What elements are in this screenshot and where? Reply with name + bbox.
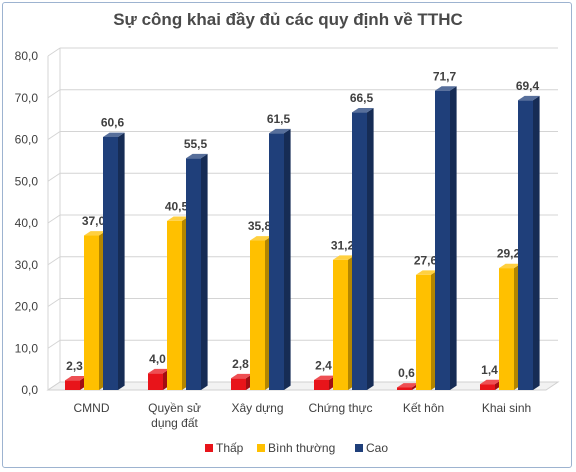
bar-top xyxy=(416,270,438,275)
y-tick-label: 30,0 xyxy=(15,258,39,272)
data-label: 1,4 xyxy=(481,363,498,377)
bar xyxy=(314,379,329,390)
bar xyxy=(333,259,348,390)
category-label: CMND xyxy=(74,401,110,415)
bar-top xyxy=(397,383,419,388)
bar xyxy=(167,220,182,390)
data-label: 0,6 xyxy=(398,366,415,380)
bar xyxy=(499,268,514,390)
data-label: 40,5 xyxy=(165,200,189,214)
bar-side xyxy=(284,128,291,390)
bar xyxy=(435,90,450,390)
bar-side xyxy=(367,107,374,391)
bar-top xyxy=(269,128,291,134)
gridline-depth xyxy=(47,89,61,99)
bar xyxy=(352,112,367,391)
data-label: 31,2 xyxy=(331,238,355,252)
bar-top xyxy=(314,375,336,380)
bar-side xyxy=(201,153,208,390)
bar-top xyxy=(480,379,502,385)
gridline-depth xyxy=(47,298,61,307)
data-label: 4,0 xyxy=(149,352,166,366)
bar-top xyxy=(499,263,521,269)
bar xyxy=(65,380,80,390)
bar-top xyxy=(333,255,355,260)
bar-side xyxy=(533,95,540,390)
y-tick-label: 20,0 xyxy=(15,300,39,314)
bar-top xyxy=(435,86,457,91)
y-tick-label: 80,0 xyxy=(15,49,39,63)
y-tick-label: 40,0 xyxy=(15,216,39,230)
data-label: 2,4 xyxy=(315,359,332,373)
bar-top xyxy=(167,216,189,221)
y-tick-label: 60,0 xyxy=(15,133,39,147)
data-label: 37,0 xyxy=(82,214,106,228)
legend-label: Thấp xyxy=(216,441,244,455)
bar xyxy=(148,373,163,390)
category-label: Chứng thực xyxy=(308,401,372,415)
legend-swatch xyxy=(205,444,213,452)
bar xyxy=(231,378,246,390)
data-label: 60,6 xyxy=(101,116,125,130)
gridline-depth xyxy=(47,256,61,266)
bar-top xyxy=(518,95,540,101)
data-label: 27,6 xyxy=(414,253,438,267)
data-label: 2,3 xyxy=(66,359,83,373)
bar xyxy=(480,384,495,390)
category-label: Kết hôn xyxy=(403,401,444,415)
bar-side xyxy=(450,86,457,390)
gridline-depth xyxy=(47,131,61,140)
data-label: 61,5 xyxy=(267,112,291,126)
category-label: Quyền sử dụng đất xyxy=(148,401,201,430)
y-tick-label: 70,0 xyxy=(15,91,39,105)
bar xyxy=(84,235,99,390)
bar xyxy=(416,274,431,390)
y-tick-label: 10,0 xyxy=(15,341,39,355)
gridline-depth xyxy=(47,172,61,182)
bar-top xyxy=(148,368,170,374)
bar-top xyxy=(231,373,253,379)
legend-label: Bình thường xyxy=(268,441,335,455)
bar xyxy=(103,136,118,390)
bar xyxy=(186,158,201,390)
data-label: 29,2 xyxy=(497,247,521,261)
chart-title: Sự công khai đầy đủ các quy định về TTHC xyxy=(113,10,463,29)
bar xyxy=(518,100,533,390)
bar-top xyxy=(352,107,374,113)
data-label: 66,5 xyxy=(350,91,374,105)
category-label: Xây dựng xyxy=(231,401,283,415)
legend-label: Cao xyxy=(366,441,388,455)
bar-top xyxy=(84,231,106,236)
bar xyxy=(269,133,284,391)
legend-swatch xyxy=(257,444,265,452)
bar-top xyxy=(250,236,272,241)
gridline-depth xyxy=(47,47,61,57)
bar xyxy=(250,240,265,390)
data-label: 69,4 xyxy=(516,79,540,93)
bar-top xyxy=(103,132,125,137)
gridline-depth xyxy=(47,339,61,349)
y-tick-label: 0,0 xyxy=(21,383,38,397)
category-label: Khai sinh xyxy=(482,401,531,415)
data-label: 55,5 xyxy=(184,137,208,151)
gridline-depth xyxy=(47,214,61,224)
data-label: 35,8 xyxy=(248,219,272,233)
bar-side xyxy=(118,132,125,390)
bar xyxy=(397,387,412,390)
y-tick-label: 50,0 xyxy=(15,174,39,188)
data-label: 71,7 xyxy=(433,69,457,83)
data-label: 2,8 xyxy=(232,357,249,371)
legend-swatch xyxy=(355,444,363,452)
bar-top xyxy=(65,375,87,381)
bar-top xyxy=(186,153,208,159)
